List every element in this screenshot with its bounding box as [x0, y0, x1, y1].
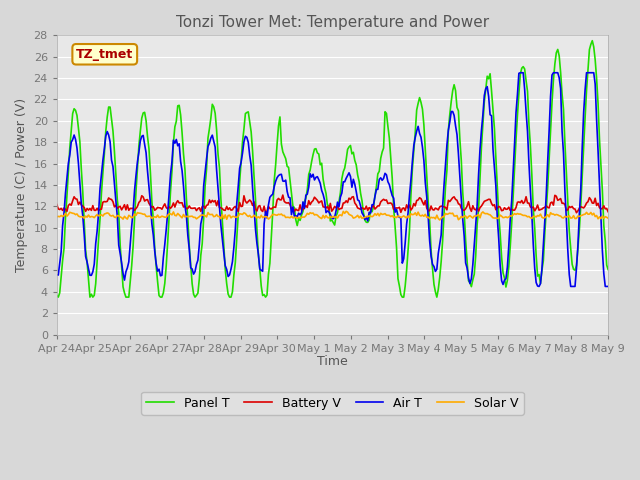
Legend: Panel T, Battery V, Air T, Solar V: Panel T, Battery V, Air T, Solar V — [141, 392, 524, 415]
Solar V — [436, 217, 444, 223]
Battery V — [279, 192, 287, 198]
Solar V — [89, 214, 97, 219]
Panel T — [604, 267, 612, 273]
Line: Solar V: Solar V — [57, 211, 608, 220]
Title: Tonzi Tower Met: Temperature and Power: Tonzi Tower Met: Temperature and Power — [176, 15, 489, 30]
Air T — [604, 284, 612, 289]
Panel T — [529, 206, 537, 212]
Air T — [529, 242, 537, 248]
Battery V — [72, 196, 79, 202]
Battery V — [449, 195, 456, 201]
Battery V — [531, 208, 538, 214]
X-axis label: Time: Time — [317, 355, 348, 368]
Panel T — [90, 292, 98, 298]
Air T — [337, 194, 344, 200]
Solar V — [72, 212, 79, 217]
Solar V — [604, 216, 612, 221]
Y-axis label: Temperature (C) / Power (V): Temperature (C) / Power (V) — [15, 98, 28, 272]
Line: Battery V: Battery V — [57, 195, 608, 213]
Solar V — [337, 212, 344, 218]
Air T — [535, 284, 543, 289]
Solar V — [53, 214, 61, 220]
Solar V — [603, 215, 611, 220]
Panel T — [447, 99, 455, 105]
Battery V — [262, 210, 269, 216]
Battery V — [604, 209, 612, 215]
Battery V — [53, 202, 61, 207]
Air T — [72, 137, 79, 143]
Line: Air T: Air T — [57, 73, 608, 287]
Panel T — [54, 294, 62, 300]
Solar V — [449, 210, 456, 216]
Air T — [516, 70, 524, 76]
Solar V — [531, 214, 538, 219]
Air T — [89, 269, 97, 275]
Battery V — [603, 205, 611, 211]
Line: Panel T: Panel T — [57, 41, 608, 297]
Battery V — [339, 200, 347, 206]
Air T — [603, 284, 611, 289]
Panel T — [588, 38, 596, 44]
Panel T — [603, 262, 611, 268]
Panel T — [338, 176, 346, 182]
Battery V — [89, 203, 97, 208]
Text: TZ_tmet: TZ_tmet — [76, 48, 133, 61]
Air T — [53, 272, 61, 277]
Solar V — [342, 208, 350, 214]
Air T — [446, 119, 454, 125]
Panel T — [53, 293, 61, 299]
Panel T — [73, 112, 81, 118]
